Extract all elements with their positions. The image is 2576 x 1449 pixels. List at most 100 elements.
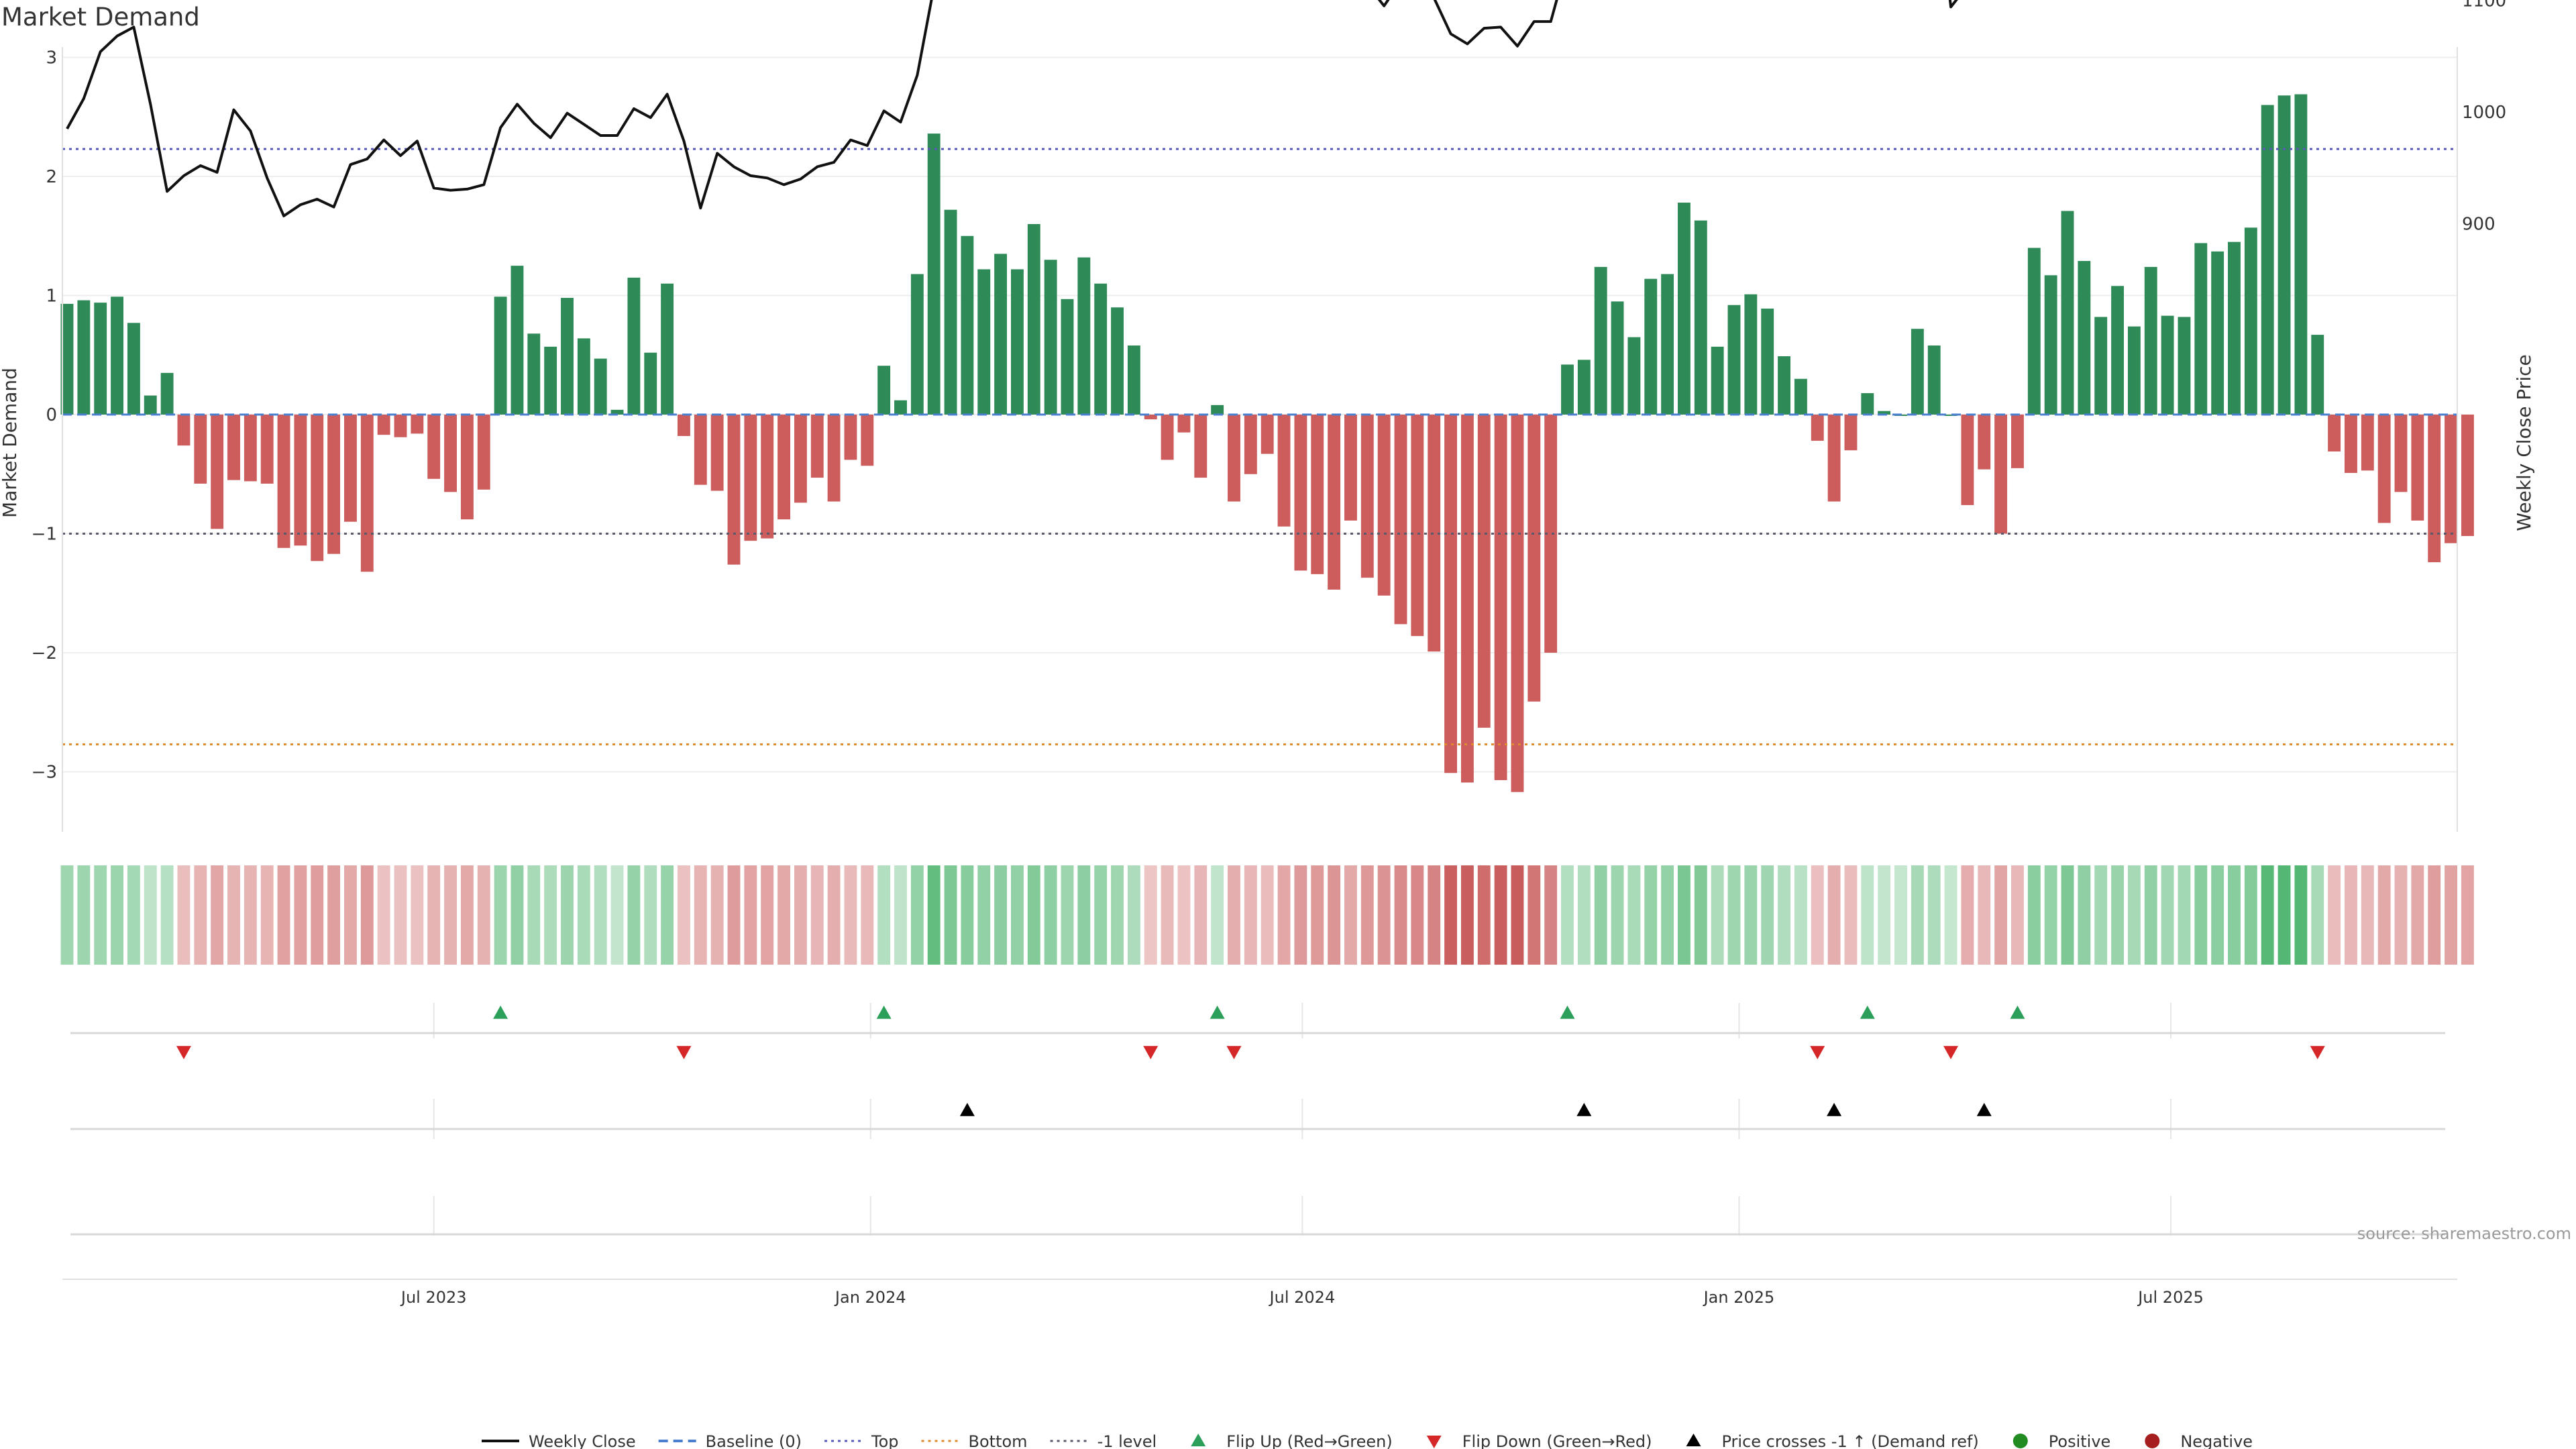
demand-bar bbox=[160, 372, 174, 415]
legend-label: Top bbox=[871, 1432, 899, 1449]
demand-bar bbox=[177, 415, 191, 446]
demand-bar bbox=[494, 297, 507, 415]
heat-cell bbox=[2261, 865, 2274, 965]
heat-cell bbox=[644, 865, 657, 965]
y-tick-label: −1 bbox=[32, 525, 57, 545]
price-cross-marker bbox=[1827, 1103, 1842, 1116]
heat-cell bbox=[610, 865, 624, 965]
heat-cell bbox=[1861, 865, 1874, 965]
demand-bar bbox=[894, 400, 907, 415]
heat-cell bbox=[2044, 865, 2057, 965]
heat-cell bbox=[894, 865, 907, 965]
demand-bar bbox=[277, 415, 290, 548]
demand-bar bbox=[2127, 326, 2141, 415]
demand-bar bbox=[144, 395, 157, 415]
demand-bar bbox=[1294, 415, 1307, 571]
demand-bar bbox=[227, 415, 240, 480]
demand-bar bbox=[427, 415, 441, 479]
source-note: source: sharemaestro.com bbox=[2357, 1224, 2571, 1243]
x-tick-label: Jul 2024 bbox=[1269, 1288, 1336, 1307]
heat-cell bbox=[1228, 865, 1240, 965]
demand-bar bbox=[661, 283, 674, 415]
demand-bar bbox=[2345, 415, 2357, 473]
heat-cell bbox=[360, 865, 374, 965]
demand-bar bbox=[94, 303, 107, 415]
demand-bar bbox=[1861, 393, 1874, 415]
heat-cell bbox=[1144, 865, 1157, 965]
demand-bar bbox=[77, 300, 91, 415]
demand-bar bbox=[260, 415, 274, 484]
demand-bar bbox=[2311, 335, 2324, 415]
heat-cell bbox=[1161, 865, 1174, 965]
demand-bar bbox=[244, 415, 257, 482]
demand-bar bbox=[1561, 364, 1574, 415]
demand-bar bbox=[1444, 415, 1457, 773]
demand-bar bbox=[1194, 415, 1208, 478]
heat-cell bbox=[260, 865, 274, 965]
y-axis-label: Market Demand bbox=[0, 368, 21, 518]
demand-bar bbox=[1177, 415, 1191, 433]
legend-label: -1 level bbox=[1097, 1432, 1157, 1449]
heat-cell bbox=[744, 865, 757, 965]
demand-bar bbox=[327, 415, 341, 554]
demand-bar bbox=[1727, 305, 1741, 415]
heat-cell bbox=[211, 865, 224, 965]
heat-cell bbox=[2161, 865, 2174, 965]
demand-bar bbox=[1044, 260, 1057, 415]
demand-bar bbox=[111, 297, 123, 415]
demand-bar bbox=[2445, 415, 2457, 543]
heat-cell bbox=[1177, 865, 1191, 965]
demand-bar bbox=[2394, 415, 2408, 492]
flip-up-marker bbox=[1210, 1006, 1225, 1019]
x-tick-label: Jan 2024 bbox=[834, 1288, 906, 1307]
weekly-close-line bbox=[66, 0, 1958, 217]
heat-cell bbox=[2328, 865, 2341, 965]
demand-bar bbox=[1344, 415, 1357, 521]
demand-bar bbox=[844, 415, 857, 460]
demand-bar bbox=[2461, 415, 2474, 537]
heat-cell bbox=[961, 865, 974, 965]
demand-bar bbox=[2011, 415, 2024, 468]
heat-cell bbox=[111, 865, 123, 965]
heat-cell bbox=[327, 865, 341, 965]
heat-cell bbox=[1944, 865, 1957, 965]
heat-cell bbox=[1094, 865, 1108, 965]
demand-bar bbox=[1527, 415, 1541, 702]
y2-axis-label: Weekly Close Price bbox=[2513, 354, 2535, 531]
demand-bar bbox=[2294, 94, 2308, 415]
demand-bar bbox=[1927, 345, 1941, 415]
demand-bar bbox=[1711, 346, 1724, 415]
heat-cell bbox=[2144, 865, 2157, 965]
demand-bar bbox=[2411, 415, 2424, 521]
heat-cell bbox=[527, 865, 541, 965]
demand-bar bbox=[1460, 415, 1474, 783]
legend-swatch bbox=[2012, 1434, 2028, 1448]
heat-cell bbox=[511, 865, 524, 965]
demand-bar bbox=[994, 254, 1008, 415]
heat-cell bbox=[1477, 865, 1491, 965]
heat-cell bbox=[777, 865, 790, 965]
heat-cell bbox=[1611, 865, 1624, 965]
demand-bar bbox=[1161, 415, 1174, 460]
demand-bar bbox=[1428, 415, 1441, 652]
axes: −3−2−10123900100011001200130014001500Jul… bbox=[32, 0, 2507, 1307]
demand-bar bbox=[1994, 415, 2008, 534]
demand-bar bbox=[2244, 227, 2257, 415]
heat-cell bbox=[1678, 865, 1690, 965]
price-cross-marker bbox=[959, 1103, 975, 1116]
demand-bar bbox=[1144, 415, 1157, 420]
demand-bar bbox=[460, 415, 474, 520]
heat-cell bbox=[277, 865, 290, 965]
demand-bar bbox=[1027, 224, 1040, 415]
demand-bar bbox=[694, 415, 707, 485]
demand-bar bbox=[2277, 95, 2291, 415]
demand-bar bbox=[211, 415, 224, 529]
chart-title: Market Demand bbox=[1, 3, 200, 32]
flip-up-marker bbox=[1860, 1006, 1875, 1019]
heat-cell bbox=[2361, 865, 2374, 965]
heat-cell bbox=[227, 865, 240, 965]
legend-label: Weekly Close bbox=[529, 1432, 636, 1449]
heat-cell bbox=[2111, 865, 2124, 965]
x-tick-label: Jul 2025 bbox=[2137, 1288, 2204, 1307]
heat-cell bbox=[2294, 865, 2308, 965]
